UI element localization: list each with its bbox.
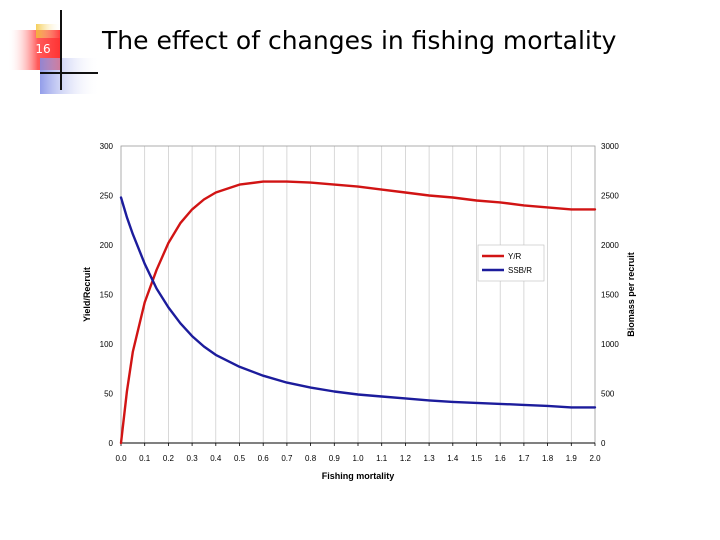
- y-left-tick-label: 100: [100, 340, 114, 349]
- x-tick-label: 2.0: [589, 454, 601, 463]
- legend-label-yr: Y/R: [508, 252, 522, 261]
- x-tick-label: 1.9: [566, 454, 578, 463]
- y-right-tick-label: 2500: [601, 192, 619, 201]
- deco-yellow-block: [36, 24, 62, 38]
- x-tick-label: 1.1: [376, 454, 388, 463]
- series-line-yr: [119, 180, 597, 445]
- x-tick-label: 0.5: [234, 454, 246, 463]
- x-tick-label: 0.3: [187, 454, 199, 463]
- y-right-tick-label: 1500: [601, 291, 619, 300]
- y-left-tick-label: 250: [100, 192, 114, 201]
- y-right-axis-title: Biomass per recruit: [626, 252, 636, 337]
- x-tick-label: 0.1: [139, 454, 151, 463]
- y-right-tick-label: 0: [601, 439, 606, 448]
- x-tick-label: 1.3: [424, 454, 436, 463]
- deco-horizontal-line: [40, 72, 98, 74]
- x-tick-label: 1.7: [518, 454, 530, 463]
- legend-label-ssbr: SSB/R: [508, 266, 532, 275]
- x-tick-label: 0.6: [258, 454, 270, 463]
- corner-decoration: [8, 10, 100, 94]
- y-left-tick-label: 200: [100, 241, 114, 250]
- slide-title: The effect of changes in fishing mortali…: [102, 26, 617, 55]
- x-tick-label: 0.0: [115, 454, 127, 463]
- y-left-tick-label: 50: [104, 390, 113, 399]
- x-tick-label: 0.2: [163, 454, 175, 463]
- y-right-tick-label: 2000: [601, 241, 619, 250]
- x-tick-label: 1.2: [400, 454, 412, 463]
- legend-box: [477, 244, 545, 282]
- x-tick-label: 0.9: [329, 454, 341, 463]
- y-left-tick-label: 0: [109, 439, 114, 448]
- y-right-tick-label: 1000: [601, 340, 619, 349]
- y-left-axis-title: Yield/Recruit: [82, 267, 92, 322]
- series-line-ssbr: [119, 196, 597, 409]
- x-tick-label: 0.7: [281, 454, 293, 463]
- y-right-tick-label: 3000: [601, 142, 619, 151]
- x-tick-label: 1.0: [352, 454, 364, 463]
- slide-number: 16: [35, 42, 51, 56]
- x-tick-label: 1.4: [447, 454, 459, 463]
- deco-blue-block: [40, 58, 100, 94]
- x-tick-label: 1.6: [495, 454, 507, 463]
- x-axis-title: Fishing mortality: [322, 471, 395, 481]
- x-tick-label: 0.8: [305, 454, 317, 463]
- y-right-tick-label: 500: [601, 390, 615, 399]
- y-left-tick-label: 300: [100, 142, 114, 151]
- y-left-tick-label: 150: [100, 291, 114, 300]
- x-tick-label: 1.8: [542, 454, 554, 463]
- x-tick-label: 0.4: [210, 454, 222, 463]
- deco-vertical-line: [60, 10, 62, 90]
- x-tick-label: 1.5: [471, 454, 483, 463]
